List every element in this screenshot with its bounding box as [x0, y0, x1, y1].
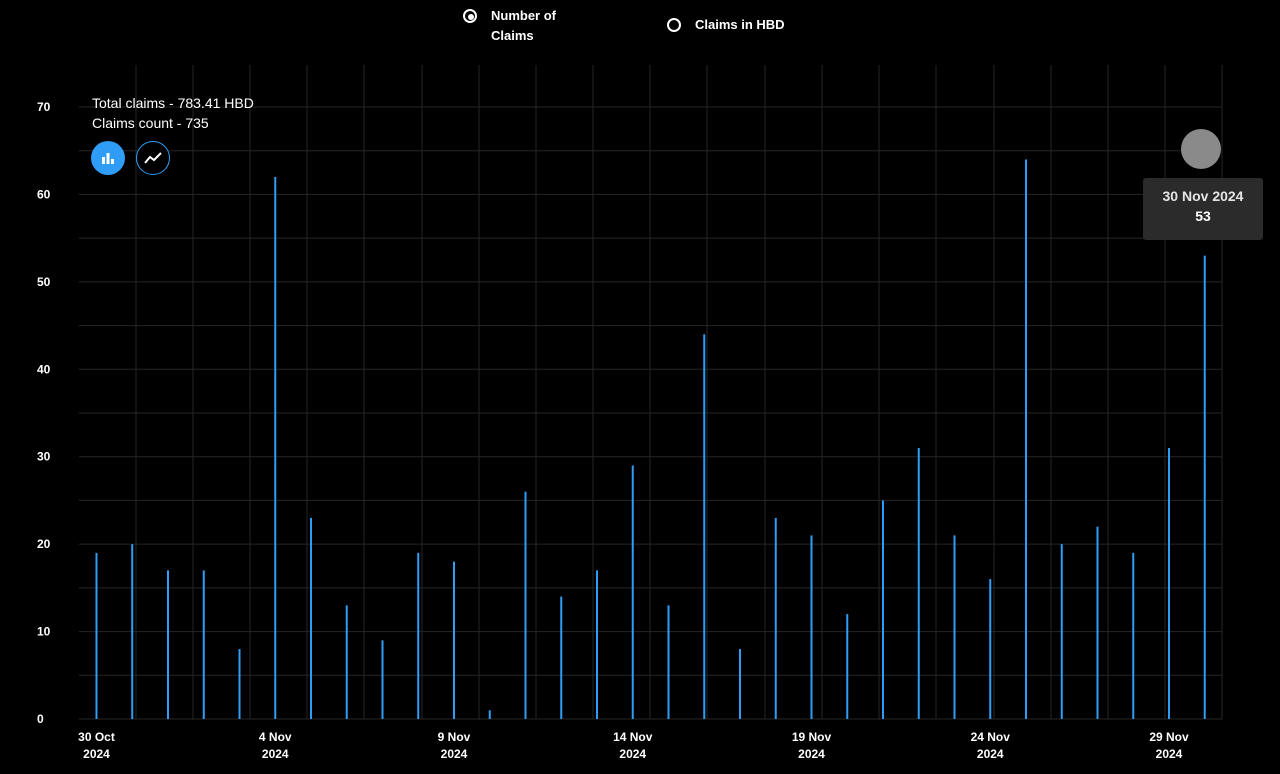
bar-2024-11-29: [1168, 447, 1170, 719]
bar-2024-11-04: [274, 176, 277, 719]
bar-2024-11-19: [810, 535, 813, 719]
bar-2024-11-23: [953, 535, 956, 719]
y-tick-label: 40: [37, 362, 51, 376]
line-chart-toggle[interactable]: [136, 141, 170, 175]
bar-2024-11-07: [381, 640, 384, 719]
bar-2024-11-03: [238, 649, 241, 719]
bar-2024-11-20: [846, 614, 849, 719]
bar-2024-11-28: [1132, 552, 1135, 719]
claims-in-hbd-label: Claims in HBD: [695, 17, 785, 32]
claims-summary: Total claims - 783.41 HBD Claims count -…: [92, 93, 254, 133]
hover-marker: [1181, 129, 1221, 169]
bar-2024-11-12: [560, 596, 563, 719]
y-tick-label: 30: [37, 450, 51, 464]
x-tick-label: 29 Nov: [1149, 730, 1189, 744]
bar-2024-11-10: [488, 710, 491, 719]
bar-2024-11-24: [989, 579, 992, 719]
x-tick-label: 9 Nov: [438, 730, 471, 744]
x-tick-year-label: 2024: [977, 747, 1004, 761]
x-tick-year-label: 2024: [798, 747, 825, 761]
bar-2024-10-31: [131, 544, 134, 719]
claims-in-hbd-radio[interactable]: Claims in HBD: [667, 15, 785, 35]
bar-2024-11-30: [1203, 255, 1206, 719]
bar-2024-11-13: [596, 570, 598, 719]
bar-2024-11-09: [453, 561, 455, 719]
number-of-claims-radio[interactable]: Number of Claims: [463, 6, 571, 46]
number-of-claims-label: Number of Claims: [491, 8, 556, 43]
x-tick-label: 19 Nov: [792, 730, 832, 744]
y-tick-label: 70: [37, 100, 51, 114]
bar-2024-11-17: [739, 649, 741, 719]
bar-2024-11-27: [1096, 526, 1099, 719]
x-tick-label: 4 Nov: [259, 730, 292, 744]
bar-2024-11-21: [882, 500, 884, 719]
x-tick-year-label: 2024: [83, 747, 110, 761]
chart-tooltip: 30 Nov 2024 53: [1143, 178, 1263, 240]
bar-2024-11-08: [417, 552, 420, 719]
bar-2024-11-18: [774, 517, 777, 719]
bar-2024-11-06: [345, 605, 348, 719]
bar-chart-icon: [102, 153, 114, 164]
line-chart-icon: [144, 152, 162, 164]
total-claims-text: Total claims - 783.41 HBD: [92, 95, 254, 111]
x-tick-year-label: 2024: [619, 747, 646, 761]
y-tick-label: 20: [37, 537, 51, 551]
bar-2024-11-26: [1060, 544, 1063, 719]
chart-grid: [79, 65, 1223, 720]
y-tick-label: 50: [37, 275, 51, 289]
x-axis: 30 Oct 2024 4 Nov 2024 9 Nov 2024 14 Nov 2024 19…: [78, 730, 1189, 761]
chart-bars: [95, 159, 1206, 719]
bar-2024-11-02: [202, 570, 205, 719]
bar-2024-11-15: [667, 605, 670, 719]
metric-selector: Number of Claims Claims in HBD: [0, 0, 1280, 60]
bar-2024-11-11: [524, 491, 527, 719]
tooltip-date: 30 Nov 2024: [1162, 188, 1244, 204]
y-axis: 0 10 20 30 40 50 60 70: [37, 100, 51, 726]
claims-count-text: Claims count - 735: [92, 115, 209, 131]
bar-2024-11-16: [703, 334, 706, 719]
bar-2024-11-22: [917, 447, 920, 719]
radio-selected-icon: [463, 9, 477, 23]
y-tick-label: 60: [37, 187, 51, 201]
bar-2024-10-30: [95, 552, 98, 719]
bar-chart-toggle[interactable]: [91, 141, 125, 175]
bar-2024-11-05: [310, 517, 312, 719]
bar-2024-11-01: [167, 570, 169, 719]
bar-2024-11-14: [631, 465, 634, 719]
x-tick-label: 14 Nov: [613, 730, 653, 744]
tooltip-value: 53: [1195, 208, 1211, 224]
x-tick-year-label: 2024: [262, 747, 289, 761]
x-tick-year-label: 2024: [1156, 747, 1183, 761]
x-tick-label: 30 Oct: [78, 730, 115, 744]
y-tick-label: 10: [37, 625, 51, 639]
bar-2024-11-25: [1025, 159, 1027, 719]
radio-unselected-icon: [667, 18, 681, 32]
y-tick-label: 0: [37, 712, 44, 726]
x-tick-label: 24 Nov: [971, 730, 1011, 744]
x-tick-year-label: 2024: [441, 747, 468, 761]
